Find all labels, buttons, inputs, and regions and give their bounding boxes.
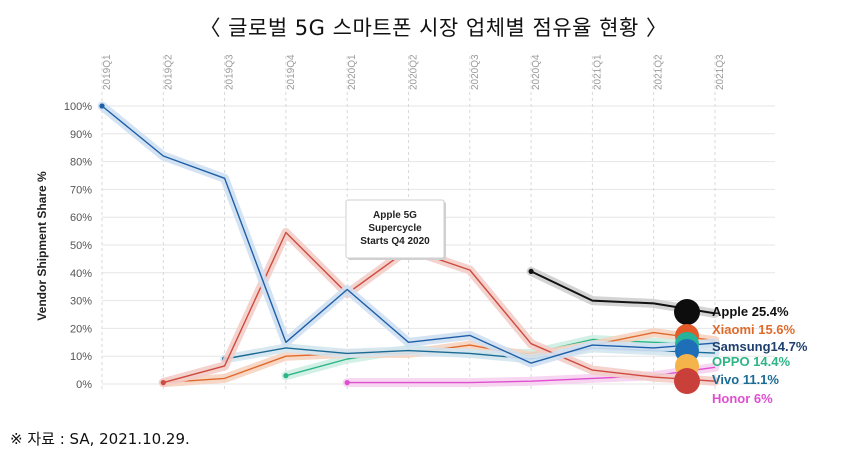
x-tick-label: 2021Q3: [715, 54, 726, 90]
end-label-apple: Apple 25.4%: [712, 304, 789, 319]
annotation-line: Supercycle: [368, 223, 422, 234]
x-tick-label: 2020Q4: [531, 54, 542, 90]
end-label-samsung: Samsung14.7%: [712, 339, 808, 354]
source-note: ※ 자료 : SA, 2021.10.29.: [10, 430, 190, 448]
series-line: [101, 105, 716, 364]
x-tick-label: 2019Q4: [286, 54, 297, 90]
x-tick-label: 2019Q2: [163, 54, 174, 90]
annotation-box-bg: [345, 199, 445, 259]
end-label-xiaomi: Xiaomi 15.6%: [712, 322, 796, 337]
x-tick-label: 2020Q3: [470, 54, 481, 90]
y-tick-label: 30%: [70, 296, 92, 308]
x-tick-label: 2021Q2: [654, 54, 665, 90]
series-samsung: [97, 101, 720, 368]
series-start-point: [344, 380, 350, 386]
x-tick-label: 2019Q1: [102, 54, 113, 90]
y-tick-label: 70%: [70, 184, 92, 196]
end-bubble-apple: [674, 299, 700, 325]
annotation-box: Apple 5G Supercycle Starts Q4 2020: [345, 199, 446, 260]
y-tick-label: 40%: [70, 268, 92, 280]
series-start-point: [160, 380, 166, 386]
y-tick-label: 80%: [70, 157, 92, 169]
y-tick-label: 10%: [70, 351, 92, 363]
end-label-vivo: Vivo 11.1%: [712, 372, 779, 387]
series-start-point: [283, 373, 289, 379]
series-start-point: [99, 103, 105, 109]
y-axis-label: Vendor Shipment Share %: [35, 171, 49, 321]
y-tick-labels: 0% 10% 20% 30% 40% 50% 60% 70% 80% 90% 100%: [64, 101, 92, 391]
x-tick-label: 2020Q2: [409, 54, 420, 90]
y-tick-label: 100%: [64, 101, 92, 113]
y-tick-label: 20%: [70, 323, 92, 335]
y-tick-label: 50%: [70, 240, 92, 252]
x-tick-label: 2020Q1: [347, 54, 358, 90]
x-tick-labels: 2019Q1 2019Q2 2019Q3 2019Q4 2020Q1 2020Q2 2020…: [102, 54, 726, 90]
y-tick-label: 90%: [70, 129, 92, 141]
x-tick-label: 2021Q1: [592, 54, 603, 90]
y-tick-label: 0%: [76, 379, 92, 391]
page-title: 〈 글로벌 5G 스마트폰 시장 업체별 점유율 현황 〉: [199, 16, 668, 40]
y-tick-label: 60%: [70, 212, 92, 224]
grid-lines: [101, 56, 775, 392]
end-label-oppo: OPPO 14.4%: [712, 354, 790, 369]
end-bubble-huawei: [674, 368, 700, 394]
end-labels: Apple 25.4% Xiaomi 15.6% OPPO 14.4%Samsung…: [674, 299, 808, 406]
annotation-line: Starts Q4 2020: [360, 236, 430, 247]
x-tick-label: 2019Q3: [225, 54, 236, 90]
annotation-line: Apple 5G: [373, 210, 417, 221]
series-start-point: [528, 268, 534, 275]
end-label-honor: Honor 6%: [712, 391, 773, 406]
